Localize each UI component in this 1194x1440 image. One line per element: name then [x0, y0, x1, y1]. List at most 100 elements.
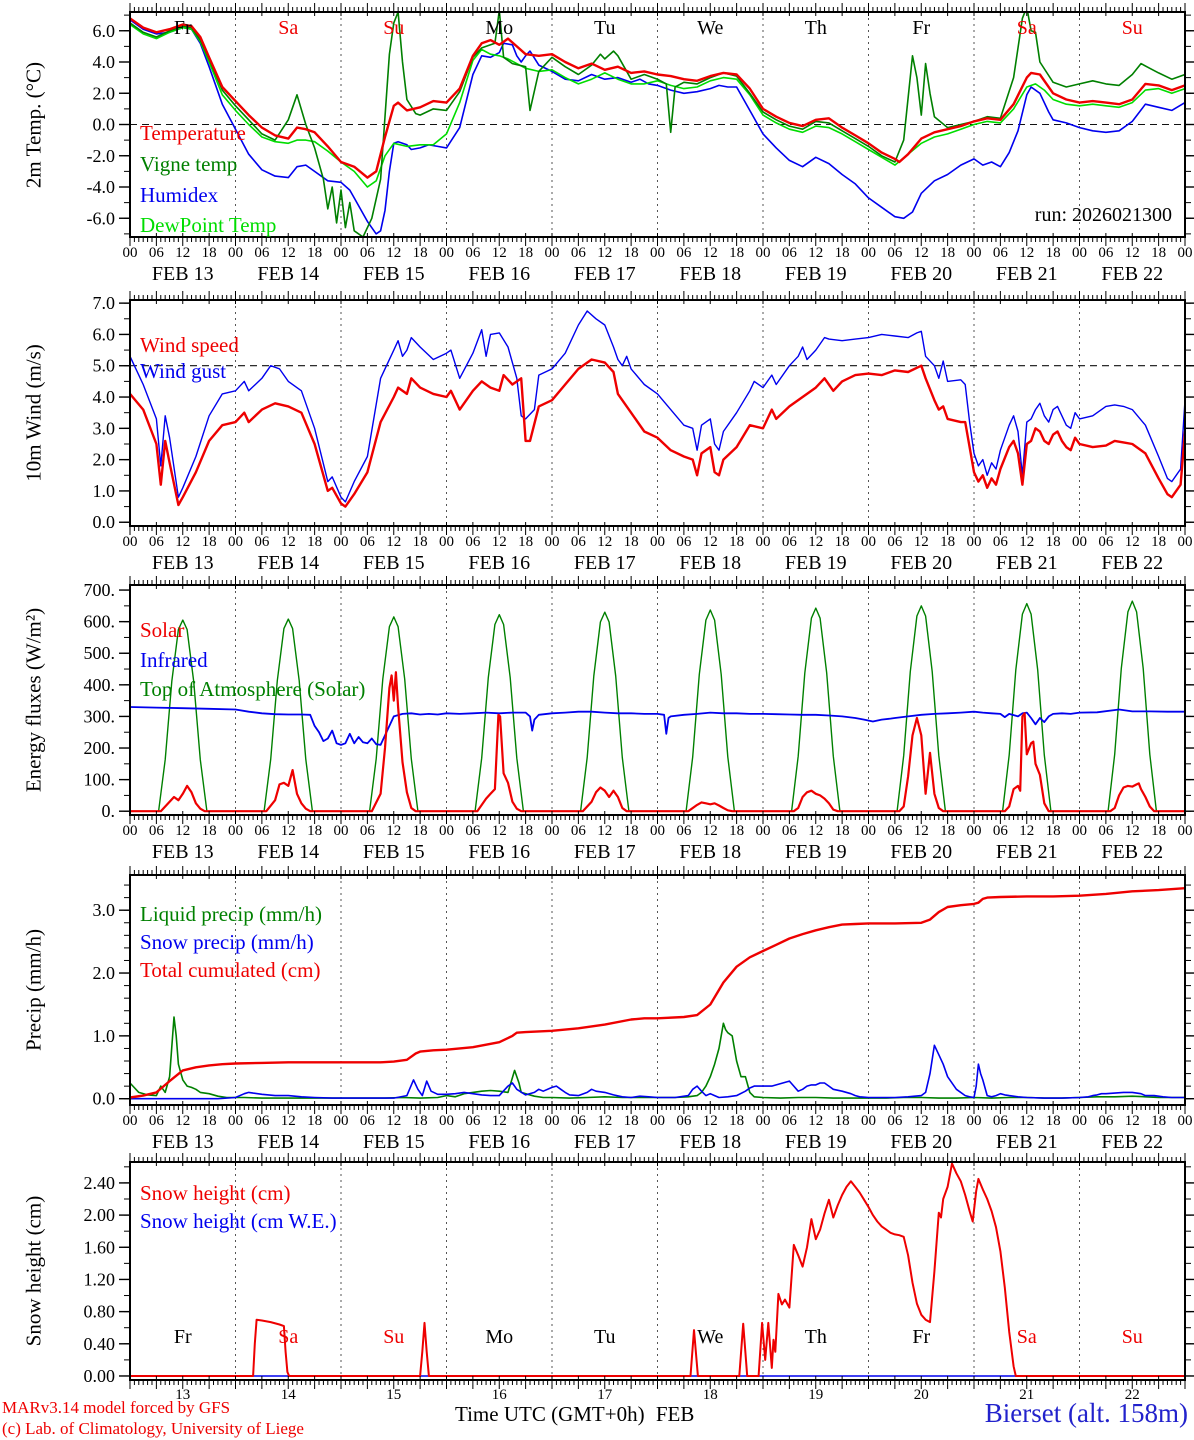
y-tick-label: 2.0: [93, 450, 116, 470]
x-hour-label: 18: [1046, 823, 1061, 839]
y-axis-title-precip: Precip (mm/h): [21, 929, 46, 1051]
x-date-label: FEB 16: [468, 841, 530, 863]
x-hour-label: 18: [307, 245, 322, 261]
x-axis-month-label: FEB: [655, 1402, 695, 1426]
x-hour-label: 18: [518, 245, 533, 261]
x-hour-label: 18: [729, 245, 744, 261]
x-date-label: FEB 13: [152, 263, 214, 285]
x-hour-label: 00: [123, 823, 138, 839]
x-hour-label: 00: [439, 245, 454, 261]
weekday-label: Su: [383, 17, 404, 39]
x-hour-label: 06: [676, 534, 692, 550]
x-hour-label: 00: [123, 245, 138, 261]
x-hour-label: 12: [703, 245, 718, 261]
x-date-label: FEB 19: [785, 841, 847, 863]
x-hour-label: 12: [1125, 1113, 1140, 1129]
weekday-label: Th: [805, 1326, 827, 1348]
x-day-number: 16: [492, 1387, 508, 1403]
x-hour-label: 00: [228, 245, 243, 261]
x-hour-label: 00: [756, 534, 771, 550]
x-hour-label: 00: [228, 534, 243, 550]
x-hour-label: 18: [307, 1113, 322, 1129]
x-hour-label: 06: [676, 823, 692, 839]
x-hour-label: 00: [1178, 245, 1193, 261]
run-label: run: 2026021300: [1034, 204, 1172, 226]
x-hour-label: 18: [624, 1113, 639, 1129]
x-hour-label: 18: [1151, 823, 1166, 839]
x-hour-label: 12: [914, 245, 929, 261]
x-date-label: FEB 16: [468, 1131, 530, 1153]
x-hour-label: 12: [492, 534, 507, 550]
y-tick-label: 0.00: [84, 1366, 116, 1386]
x-hour-label: 00: [545, 823, 560, 839]
y-tick-label: 0.40: [84, 1334, 116, 1354]
x-hour-label: 06: [782, 1113, 798, 1129]
x-hour-label: 12: [808, 245, 823, 261]
x-hour-label: 18: [729, 534, 744, 550]
y-tick-label: 100.: [84, 770, 116, 790]
x-date-label: FEB 14: [257, 263, 319, 285]
x-date-label: FEB 20: [890, 263, 952, 285]
x-hour-label: 12: [492, 1113, 507, 1129]
weekday-label: Su: [383, 1326, 404, 1348]
weekday-label: Fr: [912, 1326, 930, 1348]
station-label: Bierset (alt. 158m): [984, 1398, 1188, 1428]
x-hour-label: 00: [228, 1113, 243, 1129]
x-hour-label: 06: [149, 245, 165, 261]
x-hour-label: 18: [413, 1113, 428, 1129]
x-date-label: FEB 19: [785, 552, 847, 574]
y-tick-label: 7.0: [93, 293, 116, 313]
y-axis-title-energy: Energy fluxes (W/m²): [21, 607, 46, 793]
x-date-label: FEB 15: [363, 263, 425, 285]
x-hour-label: 12: [808, 823, 823, 839]
weekday-label: Mo: [485, 17, 513, 39]
weekday-label: We: [697, 17, 723, 39]
x-hour-label: 06: [254, 823, 270, 839]
x-date-label: FEB 19: [785, 263, 847, 285]
x-hour-label: 00: [650, 245, 665, 261]
panel-wind: 7.0 6.0 5.0 4.0 3.0 2.0 1.0 0.0 00 06 12 18 00 06 12 18…: [93, 291, 1194, 574]
x-hour-label: 18: [940, 823, 955, 839]
x-hour-label: 06: [254, 245, 270, 261]
x-hour-label: 18: [1046, 1113, 1061, 1129]
x-hour-label: 00: [756, 1113, 771, 1129]
x-hour-label: 06: [254, 1113, 270, 1129]
x-hour-label: 18: [413, 823, 428, 839]
x-date-label: FEB 22: [1101, 552, 1163, 574]
x-hour-label: 06: [571, 534, 587, 550]
x-day-number: 18: [703, 1387, 718, 1403]
panel-temp: 6.0 4.0 2.0 0.0 -2.0 -4.0 -6.0 00 06 12 18 00 06 12 18…: [87, 3, 1194, 285]
x-hour-label: 12: [1019, 1113, 1034, 1129]
x-date-label: FEB 22: [1101, 1131, 1163, 1153]
x-hour-label: 00: [334, 245, 349, 261]
legend-energy-2: Top of Atmosphere (Solar): [140, 677, 365, 701]
x-hour-label: 18: [624, 823, 639, 839]
x-hour-label: 00: [861, 534, 876, 550]
x-hour-label: 06: [360, 534, 376, 550]
x-day-number: 20: [914, 1387, 929, 1403]
x-hour-label: 18: [729, 1113, 744, 1129]
x-hour-label: 12: [386, 1113, 401, 1129]
x-hour-label: 06: [465, 823, 481, 839]
series-humidex: [130, 18, 1185, 235]
legend-precip-1: Snow precip (mm/h): [140, 930, 314, 954]
series-dewpoint: [130, 23, 1185, 188]
weekday-label: Fr: [174, 1326, 192, 1348]
legend-energy-1: Infrared: [140, 648, 208, 672]
x-hour-label: 18: [940, 1113, 955, 1129]
x-date-label: FEB 14: [257, 841, 319, 863]
series-wind-gust: [130, 310, 1185, 503]
legend-temp-2: Humidex: [140, 183, 219, 207]
y-tick-label: 200.: [84, 738, 116, 758]
x-hour-label: 12: [597, 1113, 612, 1129]
x-hour-label: 18: [518, 534, 533, 550]
x-hour-label: 06: [887, 823, 903, 839]
legend-precip-0: Liquid precip (mm/h): [140, 902, 322, 926]
x-hour-label: 06: [360, 823, 376, 839]
y-tick-label: 6.0: [93, 21, 116, 41]
x-date-label: FEB 14: [257, 1131, 319, 1153]
x-hour-label: 06: [254, 534, 270, 550]
x-hour-label: 00: [1178, 823, 1193, 839]
panel-energy: 700. 600. 500. 400. 300. 200. 100. 0. 00 06 12 18 00…: [84, 576, 1194, 863]
x-hour-label: 00: [123, 534, 138, 550]
